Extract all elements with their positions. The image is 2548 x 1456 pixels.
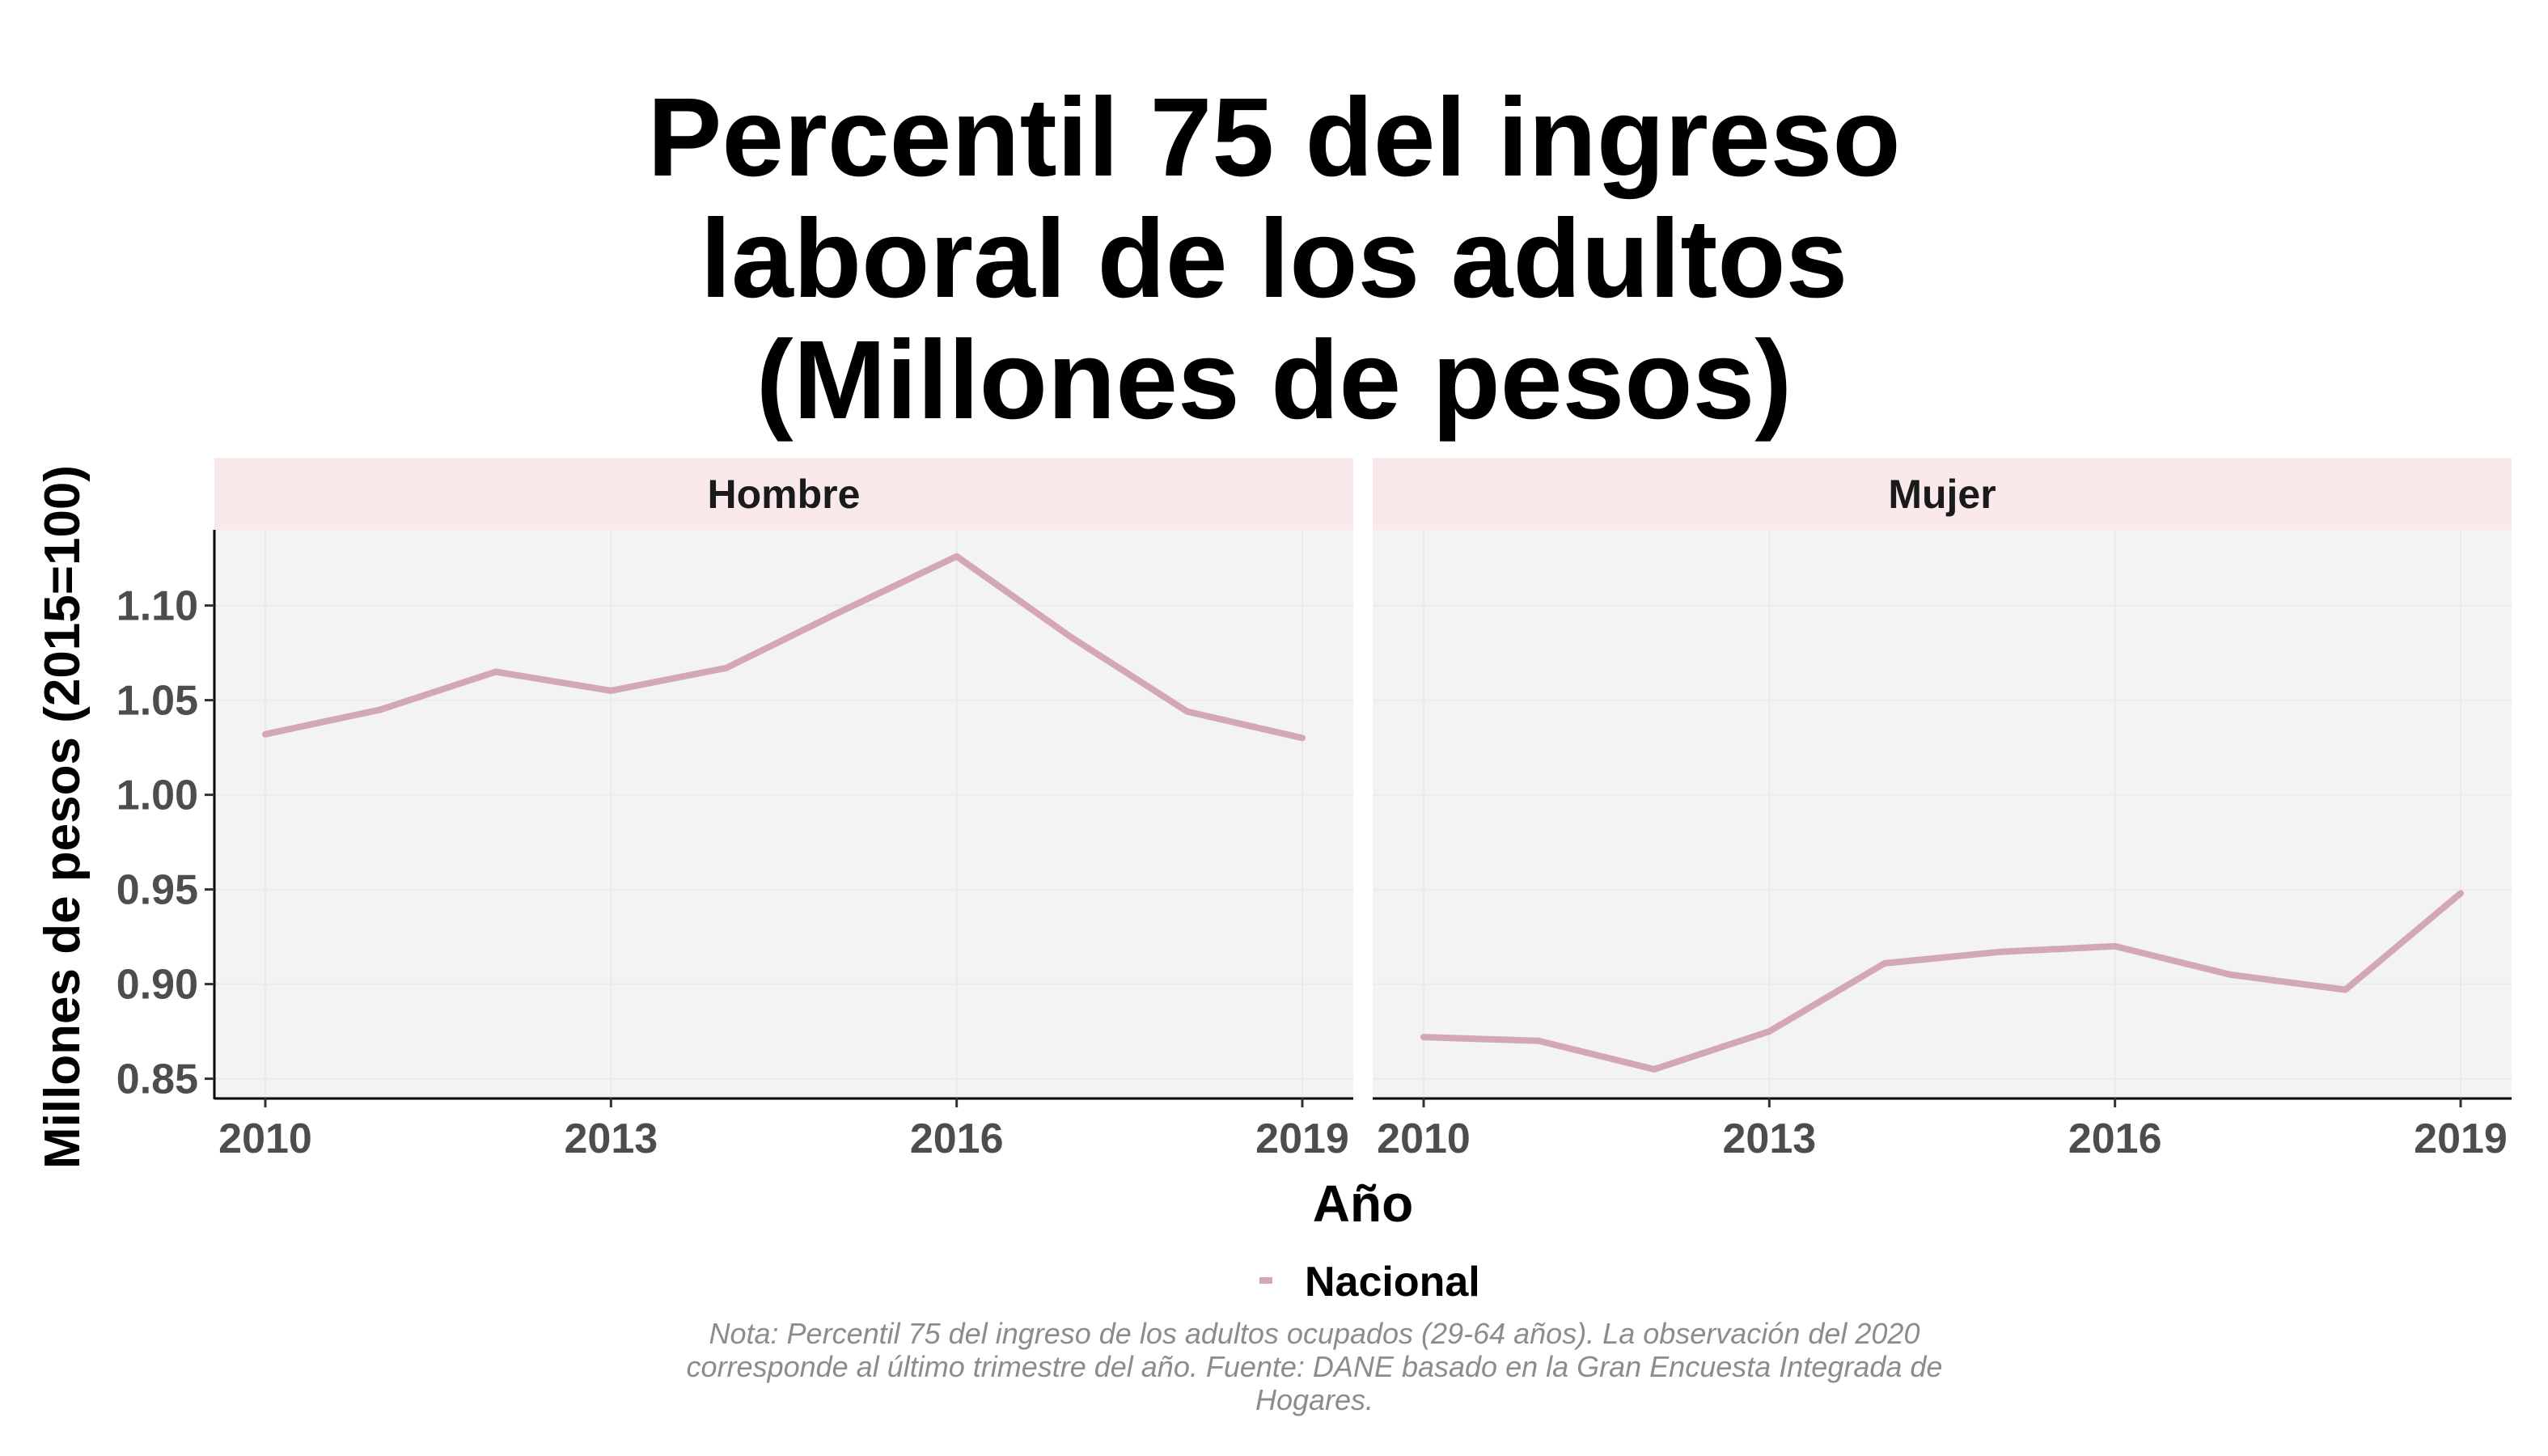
- facet-strip: [1373, 458, 2512, 530]
- y-tick-label: 1.10: [116, 583, 198, 630]
- y-tick-label: 0.90: [116, 962, 198, 1009]
- x-tick-label: 2016: [2068, 1115, 2162, 1162]
- panel-background: [214, 530, 1353, 1098]
- x-axis-title: Año: [1313, 1175, 1413, 1233]
- chart-title-line-2: laboral de los adultos: [700, 197, 1848, 321]
- footnote-line-2: corresponde al último trimestre del año.…: [686, 1350, 1943, 1383]
- x-tick-label: 2010: [1377, 1115, 1471, 1162]
- x-tick-label: 2010: [218, 1115, 312, 1162]
- chart-title-line-3: (Millones de pesos): [756, 318, 1792, 442]
- x-tick-label: 2019: [1255, 1115, 1349, 1162]
- footnote-line-1: Nota: Percentil 75 del ingreso de los ad…: [709, 1317, 1920, 1350]
- panel-background: [1373, 530, 2512, 1098]
- facet-strip-label: Hombre: [708, 472, 861, 517]
- x-tick-label: 2013: [1722, 1115, 1816, 1162]
- legend-label: Nacional: [1305, 1259, 1480, 1306]
- y-axis-title: Millones de pesos (2015=100): [35, 465, 91, 1169]
- facet-strip: [214, 458, 1353, 530]
- x-tick-label: 2016: [910, 1115, 1004, 1162]
- y-tick-label: 1.00: [116, 772, 198, 819]
- chart-title-line-1: Percentil 75 del ingreso: [647, 75, 1901, 200]
- facet-strip-label: Mujer: [1888, 472, 1996, 517]
- series-line-nacional: [1420, 890, 2464, 1073]
- x-tick-label: 2019: [2414, 1115, 2508, 1162]
- footnote-line-3: Hogares.: [1255, 1383, 1374, 1416]
- series-line-nacional: [262, 552, 1306, 742]
- footnote: Nota: Percentil 75 del ingreso de los ad…: [586, 1317, 2042, 1416]
- y-tick-label: 0.95: [116, 867, 198, 914]
- y-tick-label: 0.85: [116, 1056, 198, 1103]
- x-tick-label: 2013: [564, 1115, 658, 1162]
- y-tick-label: 1.05: [116, 678, 198, 725]
- chart-title: Percentil 75 del ingreso laboral de los …: [0, 77, 2548, 441]
